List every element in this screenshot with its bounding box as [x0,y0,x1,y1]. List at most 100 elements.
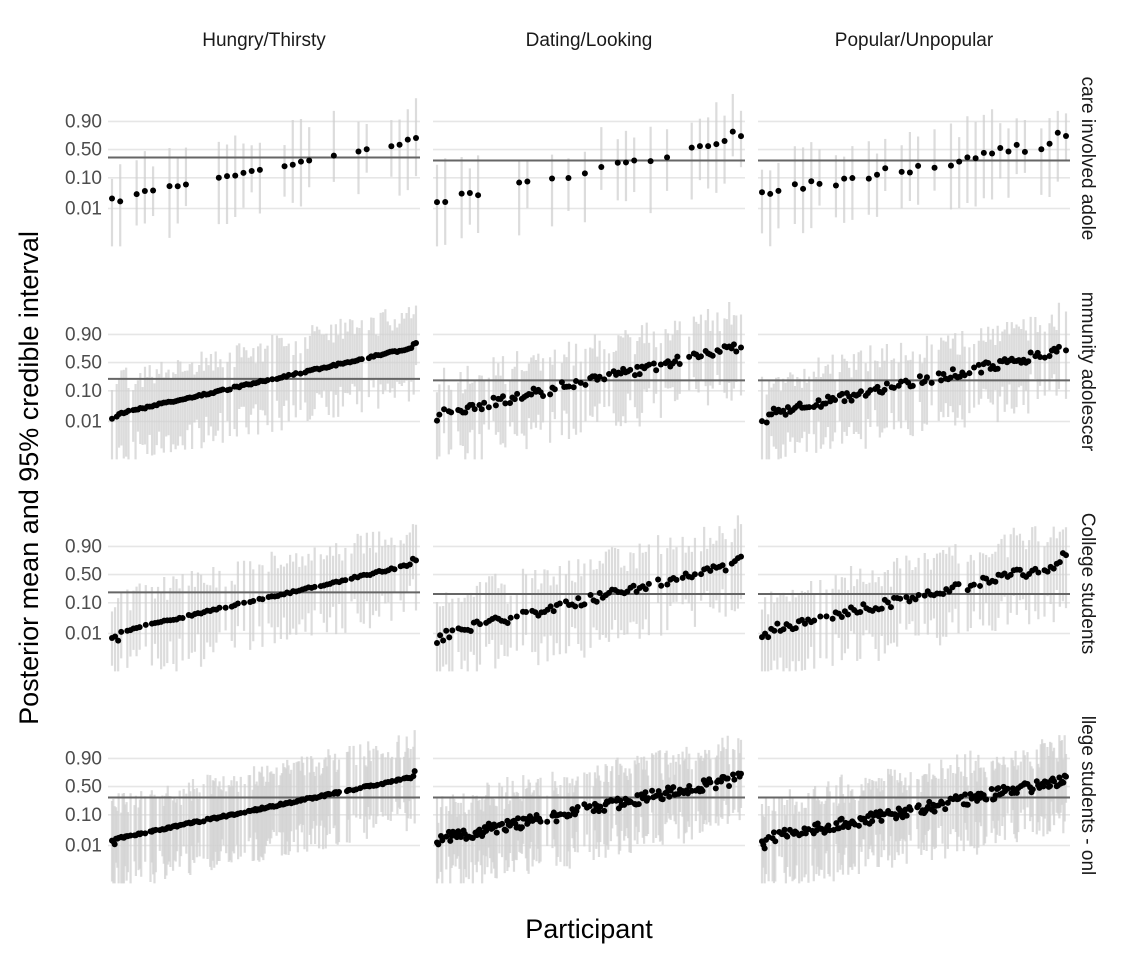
posterior-mean-point [537,818,544,825]
column-strip-label: Dating/Looking [526,30,653,51]
posterior-mean-point [985,360,992,367]
y-tick-label: 0.10 [65,381,102,402]
posterior-mean-point [768,411,775,418]
posterior-mean-point [499,393,506,400]
posterior-mean-point [471,406,478,413]
posterior-mean-point [1056,559,1063,566]
posterior-mean-point [1044,568,1051,575]
posterior-mean-point [971,364,978,371]
posterior-mean-point [942,806,949,813]
y-tick-label: 0.01 [65,835,102,856]
posterior-mean-point [1053,348,1060,355]
posterior-mean-point [707,567,714,574]
posterior-mean-point [722,567,729,574]
posterior-mean-point [1021,148,1028,155]
posterior-mean-point [857,388,864,395]
facet-panel: 0.01 0.10 0.50 0.90 [65,305,420,460]
posterior-mean-point [481,399,488,406]
posterior-mean-point [115,637,122,644]
posterior-mean-point [1063,347,1069,354]
posterior-mean-point [614,159,621,166]
posterior-mean-point [547,391,554,398]
posterior-mean-point [838,613,845,620]
posterior-mean-point [659,796,666,803]
posterior-mean-point [775,187,782,194]
posterior-mean-point [449,627,456,634]
posterior-mean-point [698,571,705,578]
posterior-mean-point [355,148,362,155]
posterior-mean-point [664,154,671,161]
posterior-mean-point [141,188,148,195]
posterior-mean-point [219,386,226,393]
posterior-mean-point [551,386,558,393]
posterior-mean-point [166,183,173,190]
posterior-mean-point [240,169,247,176]
y-tick-label: 0.90 [65,111,102,132]
posterior-mean-point [956,158,963,165]
posterior-mean-point [1027,349,1034,356]
posterior-mean-point [848,397,855,404]
posterior-mean-point [763,419,770,426]
posterior-mean-point [808,178,815,185]
posterior-mean-point [730,771,737,778]
posterior-mean-point [404,136,411,143]
posterior-mean-point [645,580,652,587]
posterior-mean-point [1050,565,1057,572]
posterior-mean-point [597,803,604,810]
posterior-mean-point [581,170,588,177]
facet-panel: 0.01 0.10 0.50 0.90 [65,98,420,247]
posterior-mean-point [448,409,455,416]
posterior-mean-point [523,609,530,616]
posterior-mean-point [617,370,624,377]
posterior-mean-point [931,808,938,815]
posterior-mean-point [259,596,266,603]
posterior-mean-point [234,600,241,607]
posterior-mean-point [997,145,1004,152]
posterior-mean-point [672,358,679,365]
posterior-mean-point [466,189,473,196]
posterior-mean-point [903,593,910,600]
posterior-mean-point [342,577,349,584]
y-tick-label: 0.50 [65,565,102,586]
posterior-mean-point [575,595,582,602]
posterior-mean-point [504,619,511,626]
y-tick-label: 0.01 [65,623,102,644]
posterior-mean-point [832,182,839,189]
posterior-mean-point [635,801,642,808]
posterior-mean-point [443,833,450,840]
facet-panel [433,93,745,247]
y-tick-label: 0.90 [65,536,102,557]
posterior-mean-point [596,373,603,380]
posterior-mean-point [938,377,945,384]
posterior-mean-point [595,808,602,815]
posterior-mean-point [1013,789,1020,796]
posterior-mean-point [593,598,600,605]
posterior-mean-point [883,380,890,387]
posterior-mean-point [1046,353,1053,360]
posterior-mean-point [1051,778,1058,785]
posterior-mean-point [549,175,556,182]
posterior-mean-point [336,788,343,795]
posterior-mean-point [696,143,703,150]
posterior-mean-point [499,820,506,827]
posterior-mean-point [1060,779,1067,786]
posterior-mean-point [109,415,115,422]
posterior-mean-point [940,370,947,377]
posterior-mean-point [1046,140,1053,147]
posterior-mean-point [118,628,125,635]
posterior-mean-point [437,632,444,639]
facet-panel [758,302,1070,460]
posterior-mean-point [657,361,664,368]
posterior-mean-point [947,162,954,169]
posterior-mean-point [358,356,365,363]
posterior-mean-point [961,372,968,379]
posterior-mean-point [582,381,589,388]
posterior-mean-point [142,621,149,628]
posterior-mean-point [634,363,641,370]
posterior-mean-point [476,621,483,628]
facet-panel [433,735,745,884]
row-strip-label: llege students - onl [1077,716,1098,876]
posterior-mean-point [544,818,551,825]
posterior-mean-point [1007,571,1014,578]
posterior-mean-point [890,384,897,391]
